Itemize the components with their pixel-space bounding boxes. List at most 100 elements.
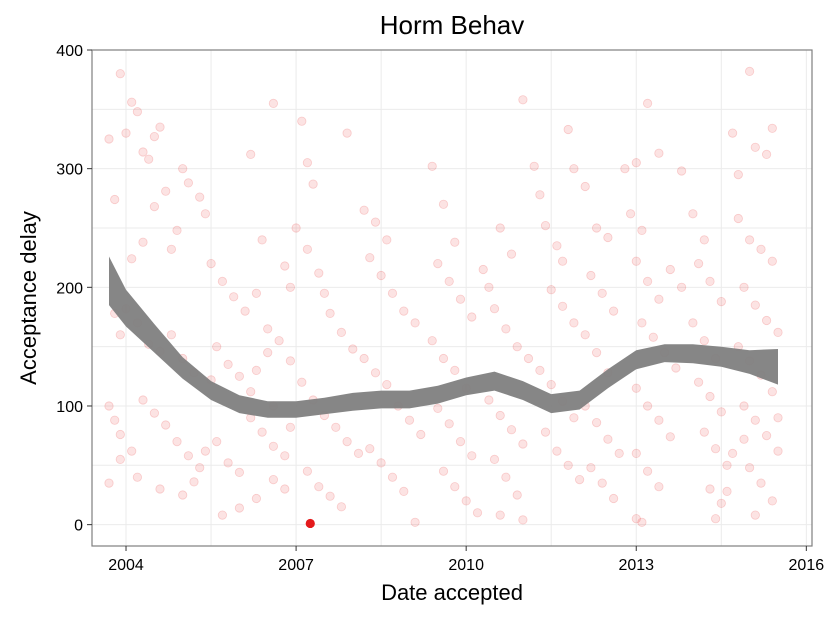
x-tick-label: 2010 [448,557,484,574]
data-point [427,336,437,346]
data-point [580,181,590,192]
data-point [631,383,641,393]
data-point [716,407,726,417]
y-tick-label: 200 [56,280,83,297]
data-point [280,451,290,461]
data-point [212,342,222,352]
data-point [251,365,261,375]
data-point [750,510,760,520]
data-point [268,441,278,451]
data-point [359,353,369,364]
data-point [455,294,466,304]
data-point [489,454,500,464]
data-point [404,415,415,425]
data-point [433,403,443,413]
data-point [603,434,613,444]
data-point [705,276,715,286]
data-point [699,235,709,245]
data-point [353,448,364,458]
data-point [234,467,244,477]
data-point [438,466,449,476]
data-point [767,496,777,506]
data-point [489,304,500,314]
data-point [195,192,205,202]
x-tick-label: 2004 [108,557,144,574]
data-point [370,217,381,227]
data-point [104,134,114,144]
data-point [676,166,687,176]
data-point [773,327,783,337]
data-point [654,148,664,158]
y-tick-label: 100 [56,399,83,416]
data-point [376,270,386,281]
data-point [178,490,188,500]
data-point [722,486,732,496]
data-point [495,410,505,421]
data-point [654,482,664,492]
data-point [648,332,658,342]
data-point [535,190,545,200]
data-point [654,415,664,425]
data-point [115,69,125,79]
data-point [138,395,148,405]
data-point [688,318,698,328]
data-point [365,444,375,454]
data-point [331,422,341,432]
data-point [756,244,766,254]
data-point [263,324,273,334]
data-point [535,365,545,375]
data-point [200,446,210,456]
data-point [450,365,460,375]
x-tick-label: 2013 [618,557,654,574]
data-point [574,474,585,485]
data-point [223,458,233,468]
data-point [110,415,120,425]
data-point [693,258,704,269]
data-point [733,213,743,224]
data-point [733,170,743,180]
data-point [665,264,675,275]
data-point [127,97,137,107]
data-point [104,401,114,411]
data-point [263,347,273,358]
data-point [234,371,244,381]
data-point [529,161,539,171]
data-point [773,446,783,456]
data-point [495,223,505,233]
data-point [744,463,755,473]
data-point [688,209,698,219]
data-point [149,132,159,142]
data-point [138,237,148,247]
data-point [523,353,534,364]
data-point [251,493,261,504]
highlighted-point [305,518,315,529]
data-point [631,448,641,458]
points-layer [104,66,783,529]
data-point [716,498,726,508]
data-point [631,514,641,524]
data-point [410,318,420,328]
data-point [382,235,392,245]
data-point [761,149,772,159]
data-point [750,300,760,310]
data-point [546,379,556,390]
data-point [591,417,602,428]
data-point [591,223,602,233]
data-point [115,454,125,464]
data-point [166,244,176,254]
data-point [557,256,568,266]
data-point [127,446,137,456]
data-point [433,258,443,269]
data-point [501,472,511,482]
data-point [399,306,409,316]
data-point [727,128,738,138]
data-point [280,484,290,494]
data-point [246,149,256,159]
data-point [342,128,352,138]
data-point [336,327,346,337]
data-point [642,276,653,286]
data-point [172,436,182,447]
data-point [127,254,137,264]
data-point [586,270,596,281]
data-point [727,448,738,458]
